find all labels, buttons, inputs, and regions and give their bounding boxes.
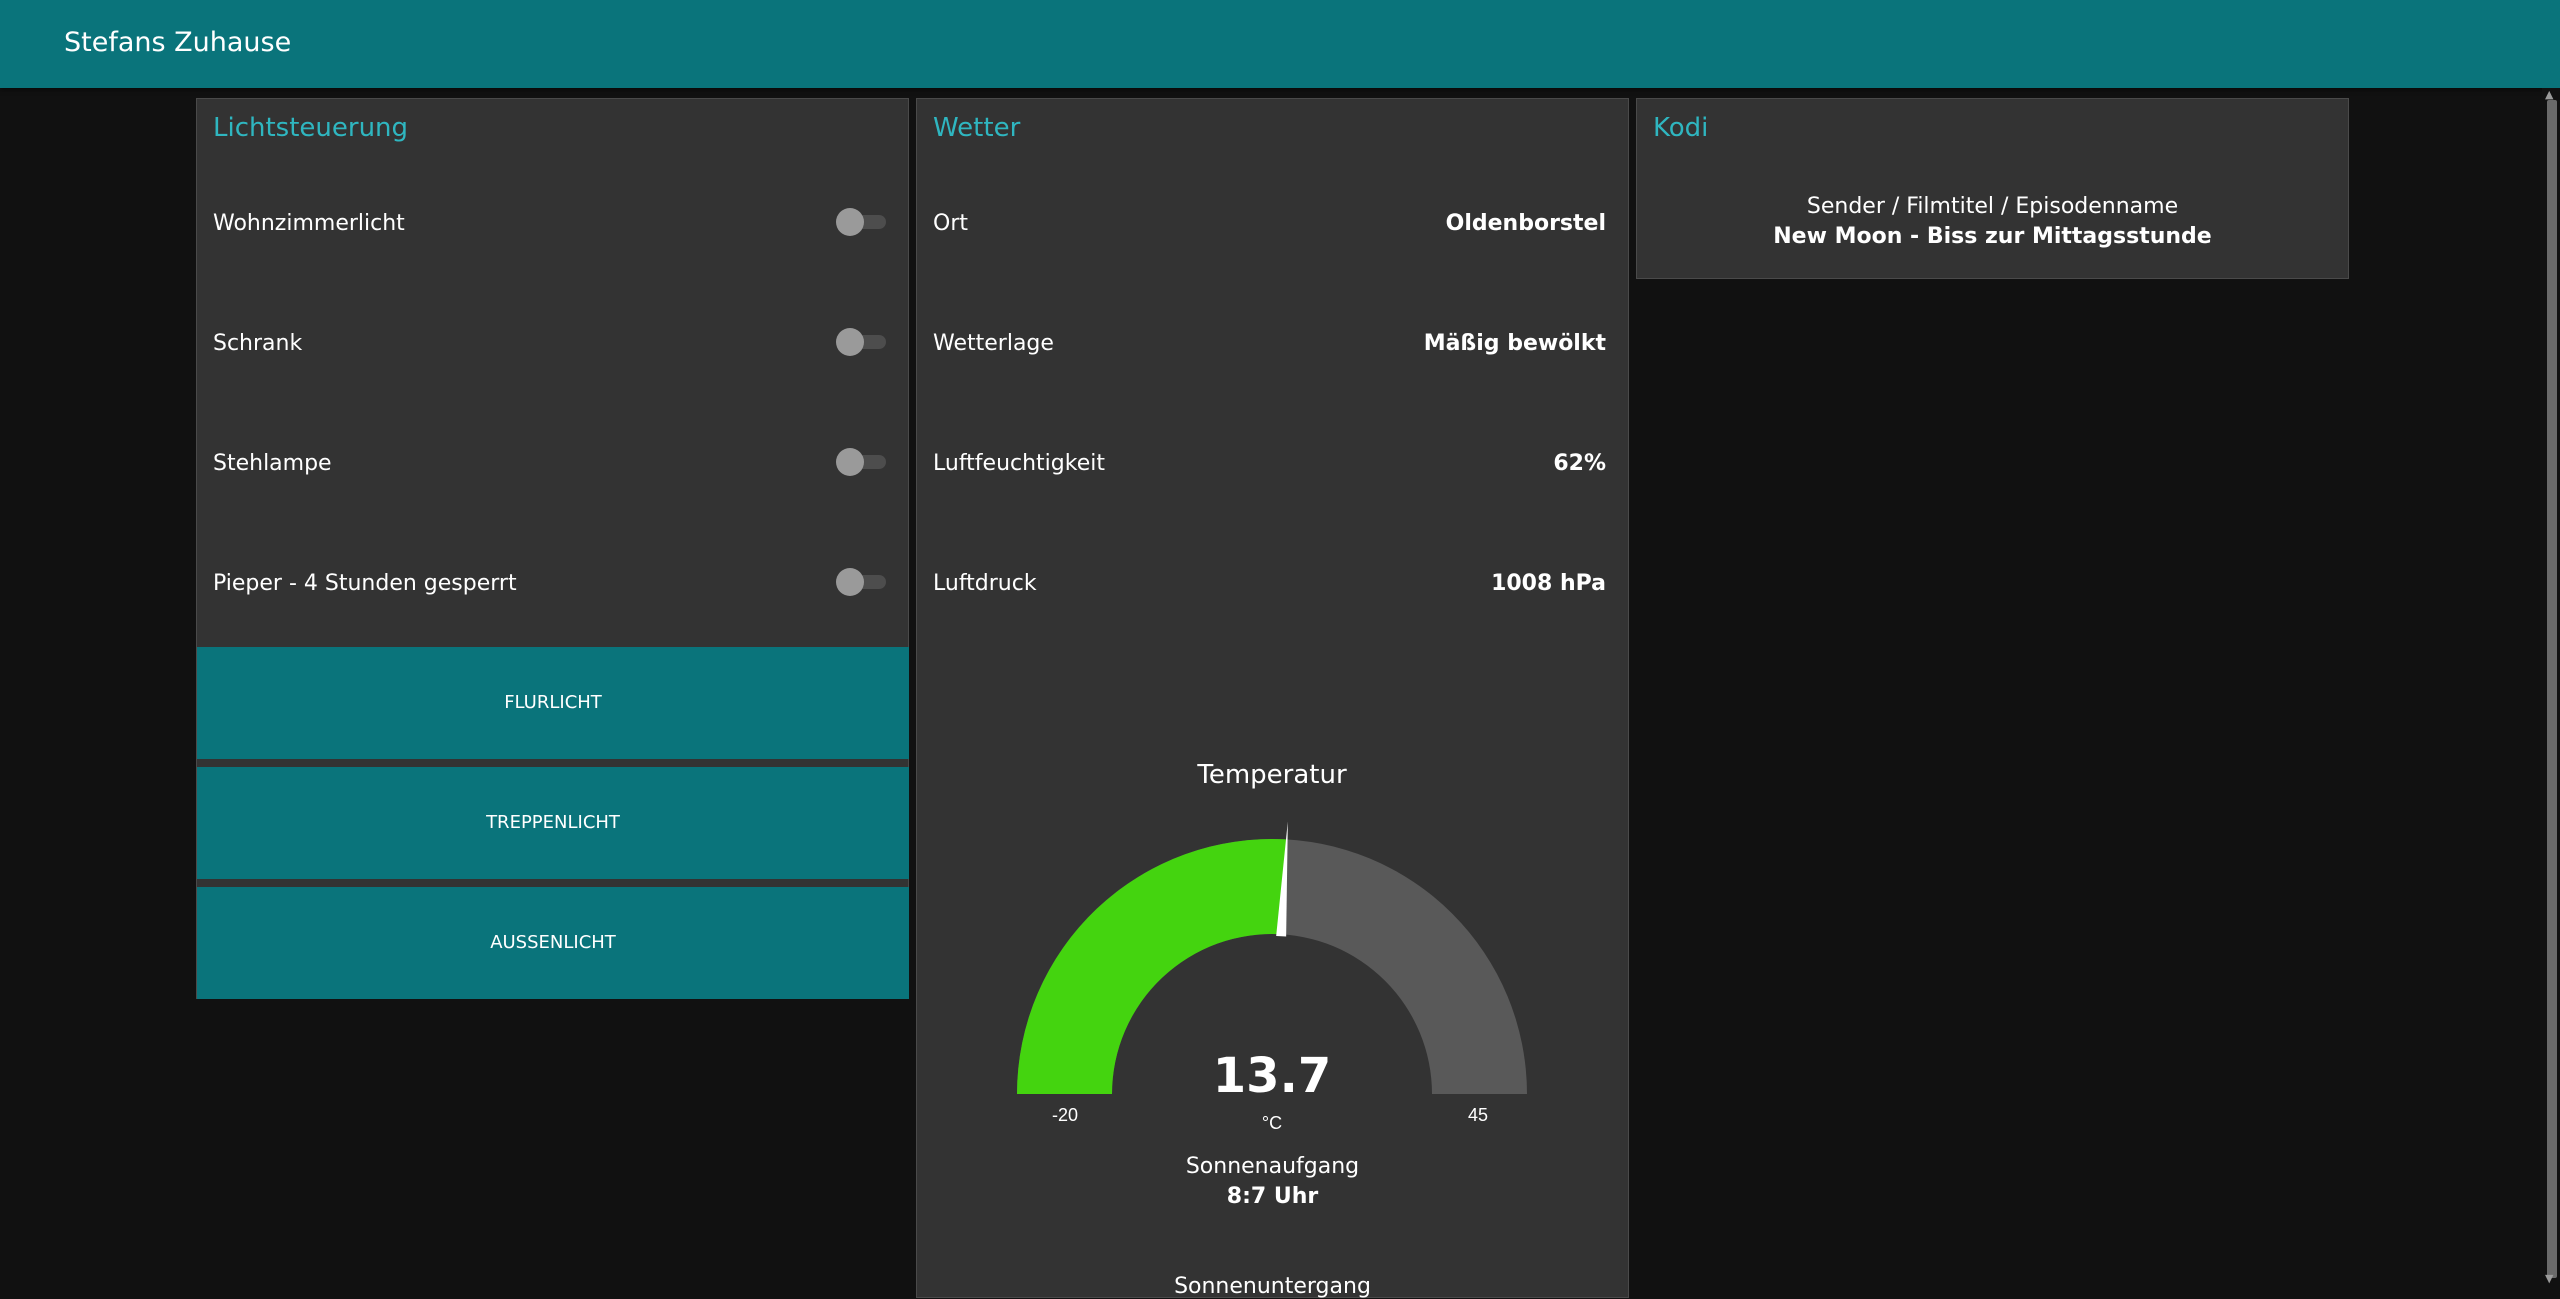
gauge-max-label: 45: [1468, 1105, 1488, 1125]
gauge-needle: [1276, 821, 1288, 937]
gauge-min-label: -20: [1052, 1105, 1078, 1125]
switch-schrank[interactable]: [836, 328, 886, 356]
gauge-fill: [1017, 839, 1287, 1094]
switch-label-pieper: Pieper - 4 Stunden gesperrt: [213, 571, 517, 596]
switch-knob: [836, 328, 864, 356]
kodi-label: Sender / Filmtitel / Episodenname: [1806, 194, 2179, 219]
weather-value-luftdruck: 1008 hPa: [1491, 571, 1606, 596]
treppenlicht-button[interactable]: TREPPENLICHT: [197, 767, 909, 879]
weather-card: Wetter Ort Oldenborstel Wetterlage Mäßig…: [916, 98, 1629, 1299]
switch-wohnzimmerlicht[interactable]: [836, 208, 886, 236]
weather-value-luftfeuchtigkeit: 62%: [1553, 451, 1606, 476]
sunrise-value: 8:7 Uhr: [1226, 1184, 1319, 1209]
scroll-up-icon[interactable]: ▲: [2545, 88, 2554, 101]
switch-label-schrank: Schrank: [213, 331, 303, 356]
kodi-value: New Moon - Biss zur Mittagsstunde: [1773, 224, 2212, 249]
weather-label-luftdruck: Luftdruck: [933, 571, 1037, 596]
flurlicht-button[interactable]: FLURLICHT: [197, 647, 909, 759]
lights-card-title: Lichtsteuerung: [213, 113, 409, 143]
gauge-value: 13.7: [1213, 1048, 1331, 1104]
scroll-down-icon[interactable]: ▼: [2545, 1272, 2554, 1285]
aussenlicht-button[interactable]: AUSSENLICHT: [197, 887, 909, 999]
weather-value-wetterlage: Mäßig bewölkt: [1423, 331, 1606, 356]
scrollbar-thumb[interactable]: [2547, 100, 2557, 1278]
weather-label-ort: Ort: [933, 211, 968, 236]
switch-knob: [836, 448, 864, 476]
weather-card-title: Wetter: [933, 113, 1021, 143]
weather-value-ort: Oldenborstel: [1445, 211, 1606, 236]
switch-label-stehlampe: Stehlampe: [213, 451, 332, 476]
switch-knob: [836, 568, 864, 596]
kodi-card: Kodi Sender / Filmtitel / Episodenname N…: [1636, 98, 2349, 279]
temperature-gauge: Temperatur 13.7 °C -20 45: [1017, 760, 1527, 1133]
weather-label-luftfeuchtigkeit: Luftfeuchtigkeit: [933, 451, 1105, 476]
gauge-title: Temperatur: [1196, 760, 1347, 790]
kodi-card-title: Kodi: [1653, 113, 1709, 143]
switch-label-wohnzimmerlicht: Wohnzimmerlicht: [213, 211, 405, 236]
switch-pieper[interactable]: [836, 568, 886, 596]
page-scrollbar[interactable]: ▲ ▼: [2542, 88, 2560, 1287]
top-bar: Stefans Zuhause: [0, 0, 2560, 88]
switch-knob: [836, 208, 864, 236]
weather-label-wetterlage: Wetterlage: [933, 331, 1054, 356]
switch-stehlampe[interactable]: [836, 448, 886, 476]
app-title: Stefans Zuhause: [64, 27, 292, 58]
lights-card: Lichtsteuerung Wohnzimmerlicht Schrank S…: [196, 98, 909, 999]
gauge-unit: °C: [1262, 1113, 1282, 1133]
sunrise-label: Sonnenaufgang: [1185, 1154, 1360, 1179]
